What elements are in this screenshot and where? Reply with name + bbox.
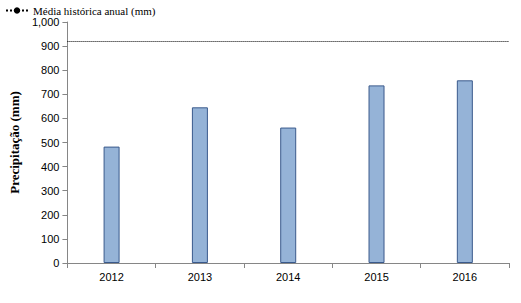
svg-text:Média histórica anual (mm): Média histórica anual (mm) [33, 5, 156, 18]
svg-text:2016: 2016 [453, 271, 477, 283]
svg-text:600: 600 [41, 112, 59, 124]
svg-text:500: 500 [41, 137, 59, 149]
svg-text:0: 0 [53, 257, 59, 269]
svg-text:300: 300 [41, 185, 59, 197]
svg-text:900: 900 [41, 40, 59, 52]
svg-text:2015: 2015 [364, 271, 388, 283]
svg-text:1,000: 1,000 [32, 16, 60, 28]
svg-text:700: 700 [41, 88, 59, 100]
svg-text:2014: 2014 [276, 271, 300, 283]
svg-text:Precipitação (mm): Precipitação (mm) [7, 91, 22, 194]
svg-text:800: 800 [41, 64, 59, 76]
svg-text:100: 100 [41, 233, 59, 245]
svg-text:200: 200 [41, 209, 59, 221]
svg-text:2012: 2012 [99, 271, 123, 283]
svg-text:400: 400 [41, 161, 59, 173]
svg-text:2013: 2013 [188, 271, 212, 283]
